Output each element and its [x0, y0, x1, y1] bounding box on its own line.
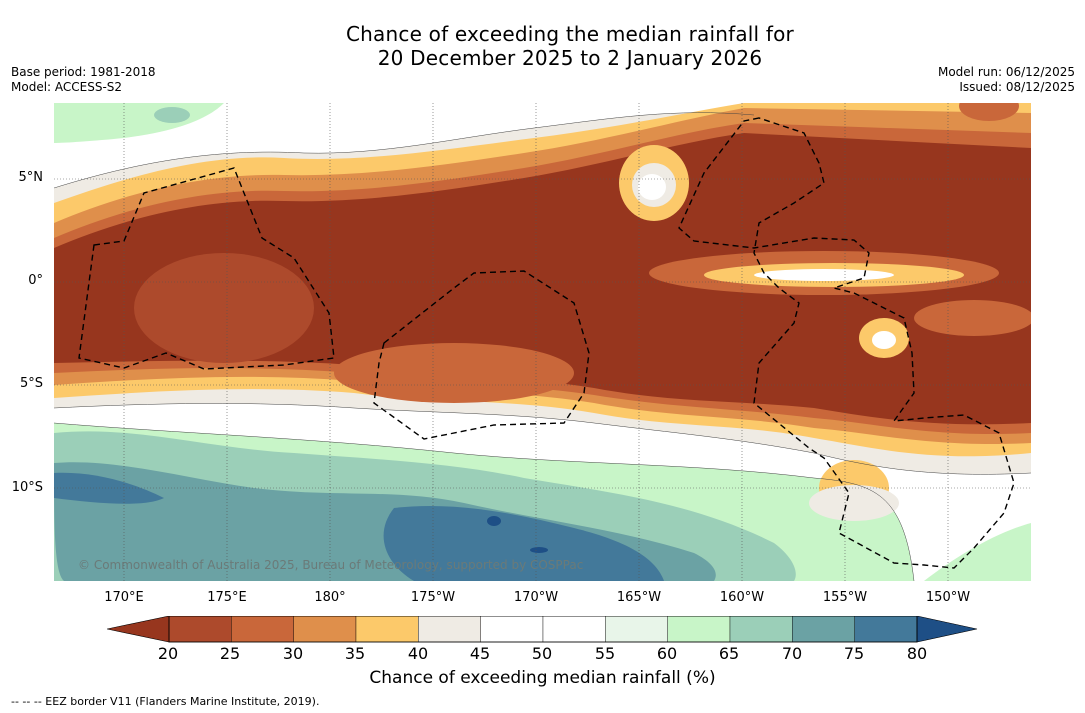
- region-teal-northwest: [154, 107, 190, 123]
- colorbar-over-arrow: [916, 616, 978, 643]
- colorbar-tick-45: 45: [469, 644, 491, 663]
- blob-orange-east: [914, 300, 1031, 336]
- blob-orange-west: [134, 253, 314, 363]
- lat-label-0: 0°: [28, 273, 43, 288]
- colorbar-bin-5: [480, 616, 544, 643]
- region-blue: [383, 505, 664, 581]
- lon-label-180: 180°: [314, 590, 346, 605]
- meta-left: Base period: 1981-2018 Model: ACCESS-S2: [11, 65, 156, 95]
- region-dark-blue: [487, 516, 501, 526]
- copyright-notice: © Commonwealth of Australia 2025, Bureau…: [78, 558, 584, 572]
- colorbar-tick-25: 25: [219, 644, 241, 663]
- colorbar-frame: [168, 616, 918, 643]
- graticule: [54, 103, 1031, 581]
- colorbar-bin-2: [293, 616, 357, 643]
- colorbar-title: Chance of exceeding median rainfall (%): [369, 668, 716, 688]
- lon-label-165w: 165°W: [616, 590, 662, 605]
- meta-right: Model run: 06/12/2025 Issued: 08/12/2025: [938, 65, 1075, 95]
- colorbar-tick-80: 80: [906, 644, 928, 663]
- blob-orange-mid: [334, 343, 574, 403]
- colorbar-tick-75: 75: [843, 644, 865, 663]
- model-run-label: Model run: 06/12/2025: [937, 65, 1075, 79]
- band-dark-brown: [54, 133, 1031, 425]
- region-green-east: [924, 523, 1031, 581]
- colorbar-tick-65: 65: [718, 644, 740, 663]
- lon-label-175e: 175°E: [207, 590, 247, 605]
- colorbar-bin-0: [168, 616, 232, 643]
- lat-label-5n: 5°N: [18, 170, 44, 185]
- colorbar-tick-55: 55: [594, 644, 616, 663]
- colorbar-tick-70: 70: [781, 644, 803, 663]
- blob-dark-ne: [959, 103, 1019, 121]
- colorbar-bin-8: [667, 616, 731, 643]
- colorbar-tick-40: 40: [407, 644, 429, 663]
- eez-border-phoenix: [373, 270, 590, 440]
- map-title: Chance of exceeding the median rainfall …: [0, 22, 1085, 70]
- colorbar-bins: [168, 616, 918, 643]
- colorbar-tick-30: 30: [282, 644, 304, 663]
- rainfall-map-canvas: [54, 103, 1031, 581]
- region-dark-blue-2: [530, 547, 548, 553]
- lat-label-10s: 10°S: [11, 480, 43, 495]
- map-title-line-1: Chance of exceeding the median rainfall …: [346, 22, 794, 46]
- colorbar-bin-10: [792, 616, 855, 643]
- eez-border-line-islands: [678, 117, 1015, 569]
- blob-white-equator: [754, 269, 894, 281]
- lon-label-150w: 150°W: [925, 590, 971, 605]
- eez-footnote: -- -- -- EEZ border V11 (Flanders Marine…: [11, 695, 320, 708]
- lat-label-5s: 5°S: [19, 376, 43, 391]
- contour-lines: [54, 112, 1031, 581]
- rainfall-map: [54, 103, 1031, 581]
- colorbar-tick-20: 20: [157, 644, 179, 663]
- lon-label-155w: 155°W: [822, 590, 868, 605]
- lon-label-160w: 160°W: [719, 590, 765, 605]
- base-period-label: Base period: 1981-2018: [11, 65, 156, 79]
- eez-borders: [78, 117, 1015, 569]
- colorbar-bin-7: [605, 616, 668, 643]
- colorbar-bin-3: [355, 616, 419, 643]
- colorbar-tick-50: 50: [531, 644, 553, 663]
- colorbar-bin-6: [542, 616, 606, 643]
- blob-beige-southeast: [809, 485, 899, 521]
- colorbar-bin-1: [231, 616, 294, 643]
- colorbar-bin-11: [854, 616, 918, 643]
- colorbar-under-arrow: [107, 616, 170, 643]
- lon-label-175w: 175°W: [410, 590, 456, 605]
- blob-white-north: [638, 174, 666, 200]
- lon-label-170e: 170°E: [104, 590, 144, 605]
- blob-white-south: [872, 331, 896, 349]
- colorbar-bin-9: [729, 616, 793, 643]
- lon-label-170w: 170°W: [513, 590, 559, 605]
- issued-label: Issued: 08/12/2025: [959, 80, 1075, 94]
- colorbar: [107, 616, 978, 643]
- model-label: Model: ACCESS-S2: [11, 80, 123, 94]
- colorbar-tick-35: 35: [344, 644, 366, 663]
- colorbar-bin-4: [418, 616, 481, 643]
- colorbar-tick-60: 60: [656, 644, 678, 663]
- map-title-line-2: 20 December 2025 to 2 January 2026: [377, 46, 763, 70]
